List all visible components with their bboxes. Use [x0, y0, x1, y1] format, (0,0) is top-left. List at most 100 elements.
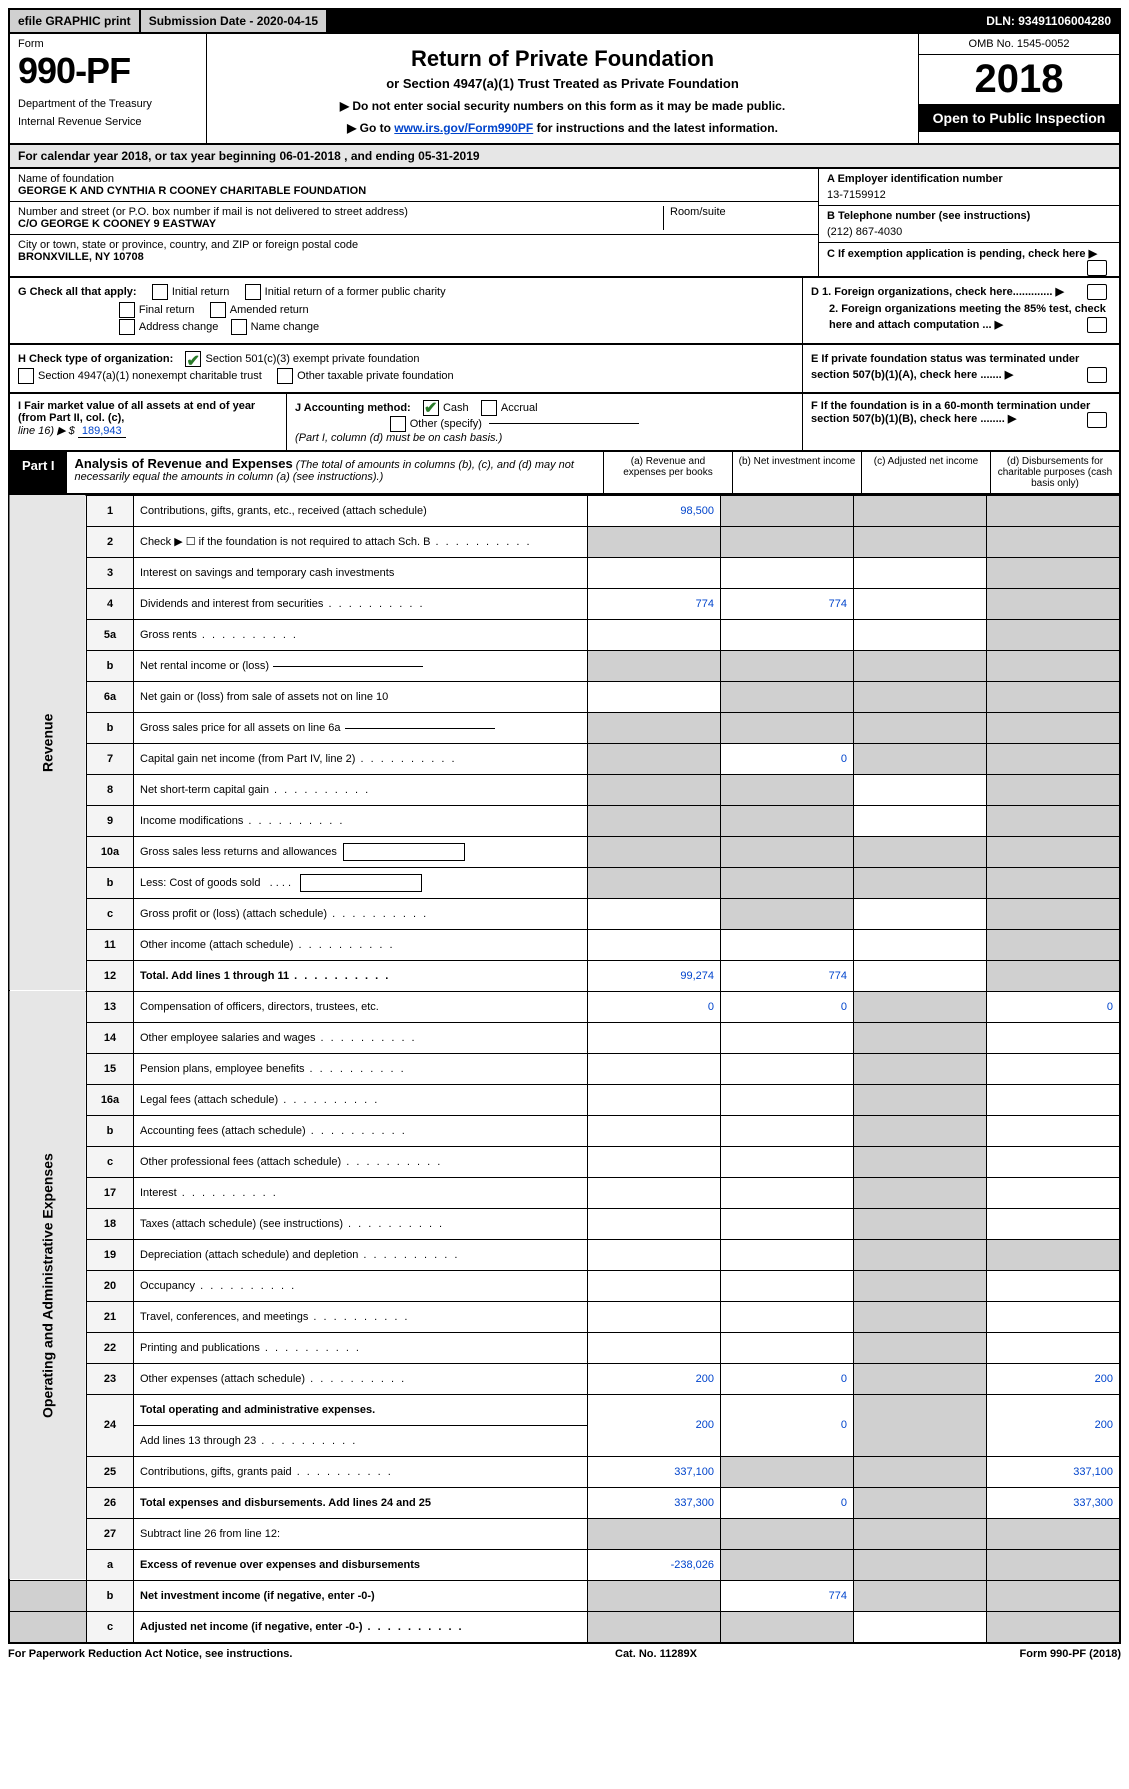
l2-desc: Check ▶ ☐ if the foundation is not requi…	[134, 526, 588, 557]
l27a-a: -238,026	[588, 1549, 721, 1580]
col-a-head: (a) Revenue and expenses per books	[604, 452, 733, 493]
l10a-input[interactable]	[343, 843, 465, 861]
table-row: cGross profit or (loss) (attach schedule…	[9, 898, 1120, 929]
l4-a: 774	[588, 588, 721, 619]
top-bar: efile GRAPHIC print Submission Date - 20…	[8, 8, 1121, 34]
d2-checkbox[interactable]	[1087, 317, 1107, 333]
form-label: Form	[18, 38, 198, 50]
j-note: (Part I, column (d) must be on cash basi…	[295, 432, 502, 444]
c-label: C If exemption application is pending, c…	[827, 248, 1086, 260]
e-label: E If private foundation status was termi…	[811, 353, 1079, 382]
telephone: (212) 867-4030	[827, 226, 1111, 238]
addr-label: Number and street (or P.O. box number if…	[18, 206, 408, 218]
l6b-desc: Gross sales price for all assets on line…	[134, 712, 588, 743]
l27a-desc: Excess of revenue over expenses and disb…	[134, 1549, 588, 1580]
spacer	[328, 10, 978, 32]
chk-amended[interactable]	[210, 302, 226, 318]
l16a-desc: Legal fees (attach schedule)	[134, 1084, 588, 1115]
ijf-row: I Fair market value of all assets at end…	[8, 394, 1121, 452]
l1-desc: Contributions, gifts, grants, etc., rece…	[134, 495, 588, 526]
header-right: OMB No. 1545-0052 2018 Open to Public In…	[919, 34, 1119, 143]
e-check: E If private foundation status was termi…	[803, 345, 1119, 392]
l22-desc: Printing and publications	[134, 1332, 588, 1363]
chk-accrual[interactable]	[481, 400, 497, 416]
l10b-input[interactable]	[300, 874, 422, 892]
lbl-addr-change: Address change	[139, 321, 219, 333]
chk-cash[interactable]	[423, 400, 439, 416]
l24-desc: Total operating and administrative expen…	[134, 1394, 588, 1425]
side-revenue: Revenue	[9, 495, 87, 991]
l27b-desc: Net investment income (if negative, ente…	[134, 1580, 588, 1611]
l9-desc: Income modifications	[134, 805, 588, 836]
l8-desc: Net short-term capital gain	[134, 774, 588, 805]
tax-year: 2018	[919, 55, 1119, 104]
f-checkbox[interactable]	[1087, 412, 1107, 428]
i-value: 189,943	[78, 425, 126, 438]
l5b-input[interactable]	[273, 666, 423, 667]
chk-4947[interactable]	[18, 368, 34, 384]
d2-label: 2. Foreign organizations meeting the 85%…	[829, 303, 1106, 332]
f-block: F If the foundation is in a 60-month ter…	[803, 394, 1119, 450]
col-c-head: (c) Adjusted net income	[862, 452, 991, 493]
ein-cell: A Employer identification number 13-7159…	[819, 169, 1119, 206]
side-expenses: Operating and Administrative Expenses	[9, 991, 87, 1580]
irs-link[interactable]: www.irs.gov/Form990PF	[394, 121, 533, 135]
chk-other-method[interactable]	[390, 416, 406, 432]
table-row: bNet investment income (if negative, ent…	[9, 1580, 1120, 1611]
lbl-name-change: Name change	[251, 321, 320, 333]
chk-initial-former[interactable]	[245, 284, 261, 300]
other-specify-line[interactable]	[489, 423, 639, 424]
table-row: 4Dividends and interest from securities …	[9, 588, 1120, 619]
l16c-desc: Other professional fees (attach schedule…	[134, 1146, 588, 1177]
l23-a: 200	[588, 1363, 721, 1394]
form-title: Return of Private Foundation	[215, 46, 910, 72]
table-row: cOther professional fees (attach schedul…	[9, 1146, 1120, 1177]
ein-label: A Employer identification number	[827, 173, 1003, 185]
table-row: 9Income modifications	[9, 805, 1120, 836]
dept-treasury: Department of the Treasury	[18, 98, 198, 110]
lbl-final: Final return	[139, 304, 195, 316]
l12-a: 99,274	[588, 960, 721, 991]
table-row: 7Capital gain net income (from Part IV, …	[9, 743, 1120, 774]
table-row: 11Other income (attach schedule)	[9, 929, 1120, 960]
c-checkbox[interactable]	[1087, 260, 1107, 276]
lbl-accrual: Accrual	[501, 402, 538, 414]
submission-date: Submission Date - 2020-04-15	[141, 10, 328, 32]
l15-desc: Pension plans, employee benefits	[134, 1053, 588, 1084]
line-num: 1	[87, 495, 134, 526]
footer-left: For Paperwork Reduction Act Notice, see …	[8, 1648, 292, 1660]
l18-desc: Taxes (attach schedule) (see instruction…	[134, 1208, 588, 1239]
chk-addr-change[interactable]	[119, 319, 135, 335]
header-center: Return of Private Foundation or Section …	[207, 34, 919, 143]
chk-501c3[interactable]	[185, 351, 201, 367]
e-checkbox[interactable]	[1087, 367, 1107, 383]
l19-desc: Depreciation (attach schedule) and deple…	[134, 1239, 588, 1270]
l17-desc: Interest	[134, 1177, 588, 1208]
d1-checkbox[interactable]	[1087, 284, 1107, 300]
chk-initial[interactable]	[152, 284, 168, 300]
table-row: aExcess of revenue over expenses and dis…	[9, 1549, 1120, 1580]
table-row: bAccounting fees (attach schedule)	[9, 1115, 1120, 1146]
chk-other-tax[interactable]	[277, 368, 293, 384]
chk-name-change[interactable]	[231, 319, 247, 335]
chk-final[interactable]	[119, 302, 135, 318]
name-cell: Name of foundation GEORGE K AND CYNTHIA …	[10, 169, 818, 202]
table-row: Operating and Administrative Expenses 13…	[9, 991, 1120, 1022]
city-cell: City or town, state or province, country…	[10, 235, 818, 267]
l13-a: 0	[588, 991, 721, 1022]
g-checks: G Check all that apply: Initial return I…	[10, 278, 803, 343]
d-checks: D 1. Foreign organizations, check here..…	[803, 278, 1119, 343]
l10b-desc: Less: Cost of goods sold . . . .	[134, 867, 588, 898]
room-label: Room/suite	[670, 206, 726, 218]
city-label: City or town, state or province, country…	[18, 239, 358, 251]
part1-label: Part I	[10, 452, 67, 493]
form-subtitle: or Section 4947(a)(1) Trust Treated as P…	[215, 76, 910, 91]
l23-b: 0	[721, 1363, 854, 1394]
page-footer: For Paperwork Reduction Act Notice, see …	[8, 1644, 1121, 1664]
table-row: 16aLegal fees (attach schedule)	[9, 1084, 1120, 1115]
l6b-input[interactable]	[345, 728, 495, 729]
h-checks: H Check type of organization: Section 50…	[10, 345, 803, 392]
l26-b: 0	[721, 1487, 854, 1518]
l13-d: 0	[987, 991, 1121, 1022]
l20-desc: Occupancy	[134, 1270, 588, 1301]
